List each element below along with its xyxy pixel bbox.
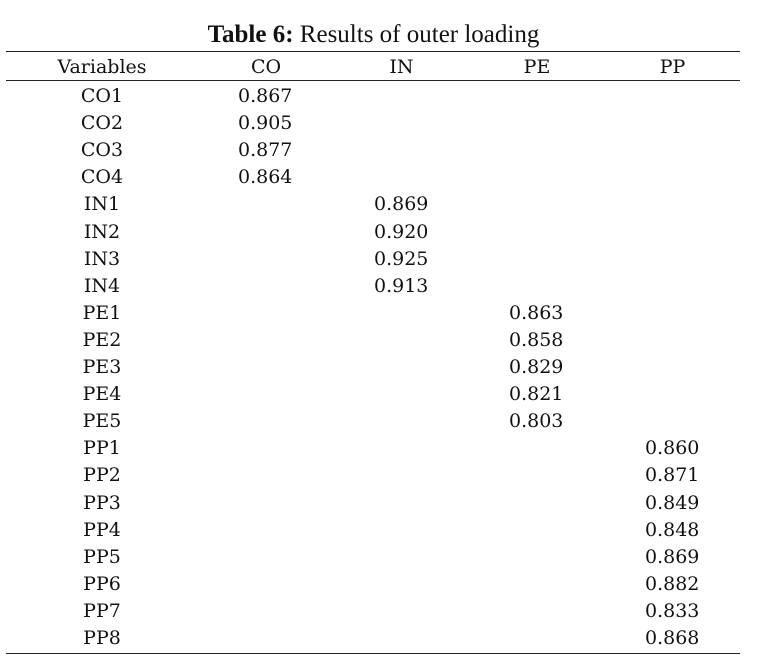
bottom-rule (6, 653, 740, 654)
table-row: PP5 0.869 (6, 544, 740, 571)
loading-value-cell: 0.882 (645, 572, 700, 595)
loading-value-cell: 0.864 (238, 166, 293, 189)
loading-value-cell: 0.869 (374, 193, 429, 216)
loading-value-cell: 0.920 (374, 220, 429, 243)
header-pp: PP (659, 56, 686, 78)
variable-name-cell: CO2 (80, 112, 124, 135)
table-row: IN4 0.913 (6, 273, 740, 300)
variable-name-cell: PE5 (82, 410, 122, 433)
variable-name-cell: PE3 (82, 356, 122, 378)
table-row: IN2 0.920 (6, 219, 740, 246)
caption-text: Results of outer loading (293, 21, 540, 48)
variable-name-cell: PE4 (82, 383, 122, 406)
header-co: CO (250, 56, 282, 78)
variable-name-cell: PP5 (83, 545, 121, 568)
table-row: PP7 0.833 (6, 598, 740, 625)
loading-value-cell: 0.849 (645, 491, 700, 514)
variable-name-cell: PP6 (83, 572, 121, 595)
variable-name-cell: PP8 (83, 627, 121, 649)
variable-name-cell: IN4 (83, 274, 121, 297)
loading-value-cell: 0.871 (645, 464, 700, 487)
table-row: PP4 0.848 (6, 517, 740, 544)
variable-name-cell: PP7 (83, 599, 121, 622)
loading-value-cell: 0.868 (645, 627, 700, 649)
table-row: PP8 0.868 (6, 625, 740, 652)
loading-value-cell: 0.877 (238, 139, 293, 162)
table-caption: Table 6: Results of outer loading (0, 18, 747, 52)
loading-value-cell: 0.925 (374, 247, 429, 270)
loading-value-cell: 0.833 (645, 599, 700, 622)
header-in: IN (389, 56, 414, 78)
variable-name-cell: PP4 (83, 518, 121, 541)
header-rule (6, 80, 740, 81)
table-row: IN1 0.869 (6, 191, 740, 218)
loading-value-cell: 0.858 (509, 328, 564, 351)
loading-value-cell: 0.860 (645, 437, 700, 460)
variable-name-cell: IN3 (83, 247, 121, 270)
variable-name-cell: IN2 (83, 220, 121, 243)
table-row: IN3 0.925 (6, 246, 740, 273)
variable-name-cell: CO3 (80, 139, 124, 162)
loading-value-cell: 0.829 (509, 356, 564, 378)
table-row: PP3 0.849 (6, 490, 740, 517)
table-row: PP6 0.882 (6, 571, 740, 598)
loading-value-cell: 0.863 (509, 301, 564, 324)
table-row: PE3 0.829 (6, 354, 740, 381)
loading-value-cell: 0.848 (645, 518, 700, 541)
caption-label: Table 6: (207, 21, 294, 48)
header-row: Variables CO IN PE PP (6, 53, 740, 80)
variable-name-cell: PP2 (83, 464, 121, 487)
table-row: CO4 0.864 (6, 164, 740, 191)
loading-value-cell: 0.905 (238, 112, 293, 135)
variable-name-cell: CO1 (80, 85, 124, 107)
header-variables: Variables (57, 56, 147, 78)
variable-name-cell: PE1 (82, 301, 122, 324)
variable-name-cell: PP1 (83, 437, 121, 460)
variable-name-cell: CO4 (80, 166, 124, 189)
table-row: PE2 0.858 (6, 327, 740, 354)
variable-name-cell: PP3 (83, 491, 121, 514)
table-row: PE1 0.863 (6, 300, 740, 327)
variable-name-cell: IN1 (83, 193, 121, 216)
table-row: CO3 0.877 (6, 137, 740, 164)
table-row: PP2 0.871 (6, 462, 740, 489)
loading-value-cell: 0.803 (509, 410, 564, 433)
table-row: PP1 0.860 (6, 435, 740, 462)
header-pe: PE (523, 56, 551, 78)
loading-value-cell: 0.821 (509, 383, 564, 406)
table-row: CO1 0.867 (6, 83, 740, 110)
loading-value-cell: 0.913 (374, 274, 429, 297)
table-row: CO2 0.905 (6, 110, 740, 137)
table-row: PE4 0.821 (6, 381, 740, 408)
loading-value-cell: 0.867 (238, 85, 293, 107)
loading-value-cell: 0.869 (645, 545, 700, 568)
table-row: PE5 0.803 (6, 408, 740, 435)
variable-name-cell: PE2 (82, 328, 122, 351)
top-rule (6, 51, 740, 52)
